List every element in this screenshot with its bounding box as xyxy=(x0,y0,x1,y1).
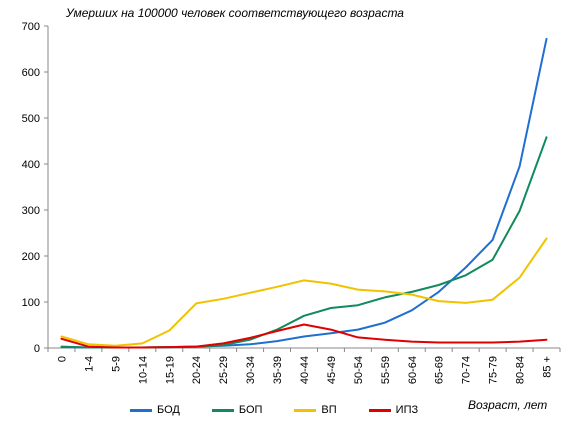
legend-label: БОД xyxy=(157,404,180,416)
y-tick-label: 200 xyxy=(22,251,40,263)
x-tick-label: 75-79 xyxy=(488,356,500,384)
x-tick-label: 70-74 xyxy=(461,356,473,384)
y-tick-label: 100 xyxy=(22,297,40,309)
x-tick-label: 10-14 xyxy=(137,356,149,384)
series-line xyxy=(60,237,548,347)
series-line xyxy=(60,136,548,349)
x-tick-label: 0 xyxy=(56,356,68,362)
series-lines xyxy=(60,37,548,349)
x-tick-label: 25-29 xyxy=(218,356,230,384)
axes xyxy=(44,25,561,352)
x-tick-labels: 0 1-4 5-9 10-14 15-19 20-24 25-29 30-34 35-39 40-… xyxy=(56,356,553,384)
x-tick-label: 80-84 xyxy=(515,356,527,384)
x-axis-label: Возраст, лет xyxy=(468,398,548,412)
legend-label: БОП xyxy=(238,404,263,416)
x-tick-label: 5-9 xyxy=(110,356,122,372)
y-tick-label: 700 xyxy=(22,21,40,33)
y-tick-label: 0 xyxy=(34,343,40,355)
legend-label: ИПЗ xyxy=(395,404,419,416)
legend-item: БОП xyxy=(211,404,263,416)
legend-item: ИПЗ xyxy=(368,404,419,416)
x-tick-label: 65-69 xyxy=(434,356,446,384)
x-tick-label: 85 + xyxy=(542,356,554,378)
x-tick-label: 45-49 xyxy=(326,356,338,384)
x-tick-label: 1-4 xyxy=(83,356,95,372)
x-tick-label: 35-39 xyxy=(272,356,284,384)
x-tick-label: 60-64 xyxy=(407,356,419,384)
x-tick-label: 20-24 xyxy=(191,356,203,384)
x-tick-label: 55-59 xyxy=(380,356,392,384)
y-tick-label: 500 xyxy=(22,113,40,125)
legend-swatch xyxy=(294,408,317,412)
legend-label: ВП xyxy=(321,404,337,416)
legend-swatch xyxy=(211,408,234,412)
y-tick-label: 400 xyxy=(22,159,40,171)
legend: БОД БОП ВП ИПЗ xyxy=(130,404,418,416)
y-tick-labels: 0 100 200 300 400 500 600 700 xyxy=(22,21,40,355)
x-tick-label: 50-54 xyxy=(353,356,365,384)
legend-swatch xyxy=(368,408,391,412)
legend-item: БОД xyxy=(130,404,180,416)
chart-title: Умерших на 100000 человек соответствующе… xyxy=(66,6,404,20)
y-tick-label: 600 xyxy=(22,67,40,79)
x-tick-label: 30-34 xyxy=(245,356,257,384)
x-tick-label: 15-19 xyxy=(164,356,176,384)
legend-item: ВП xyxy=(294,404,337,416)
x-tick-label: 40-44 xyxy=(299,356,311,384)
series-line xyxy=(60,323,548,349)
legend-swatch xyxy=(130,408,152,412)
y-tick-label: 300 xyxy=(22,205,40,217)
